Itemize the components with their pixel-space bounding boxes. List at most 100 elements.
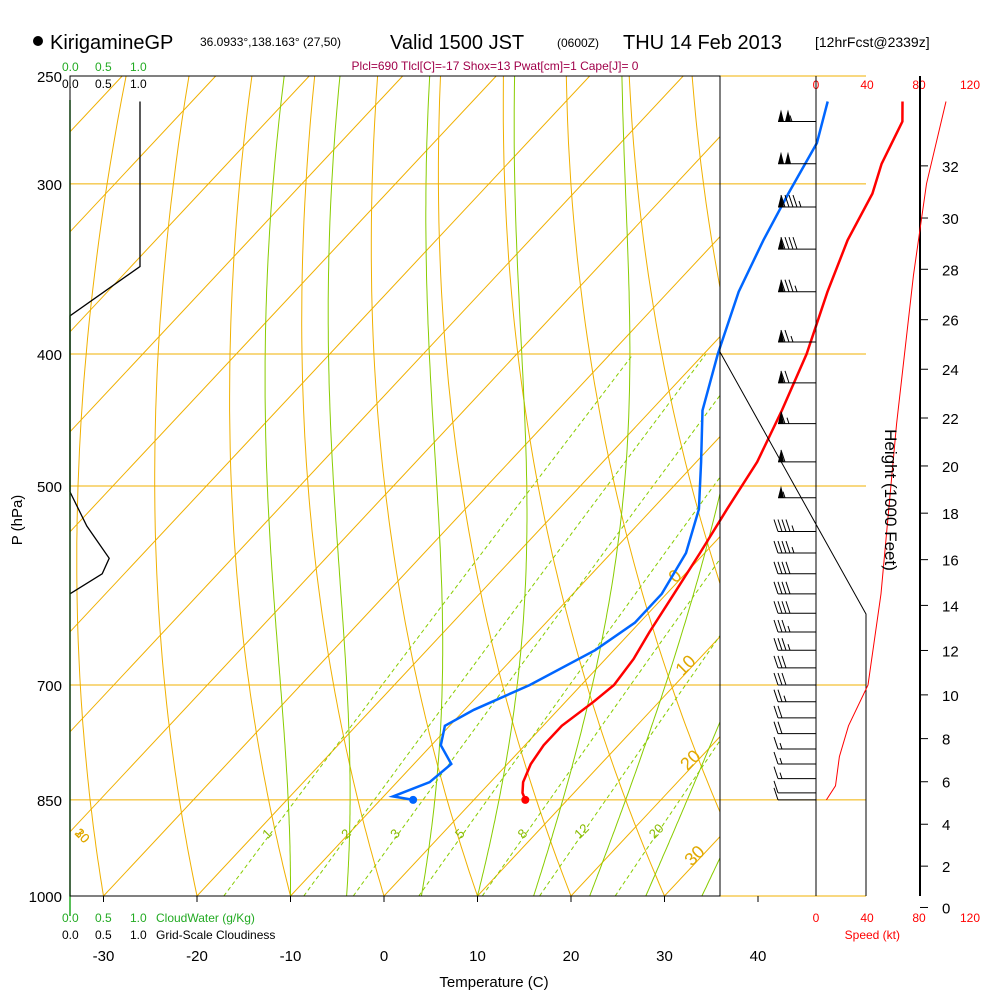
wind-barb-flag (785, 561, 791, 574)
wind-barb (773, 561, 816, 575)
wind-barb-flag (792, 236, 798, 250)
isotherm-line (70, 76, 217, 233)
wind-barb-flag (781, 519, 787, 532)
mixing-ratio-line (539, 634, 720, 896)
cloudwater-tick: 0.0 (62, 911, 79, 925)
wind-barb-flag (777, 705, 783, 719)
isotherm-line (383, 535, 720, 896)
wind-barb-flag (781, 540, 787, 554)
dry-adiabat (565, 76, 720, 814)
wind-barb-flag (784, 370, 790, 384)
wind-barb (773, 787, 816, 801)
station-coords: 36.0933°,138.163° (27,50) (200, 35, 341, 49)
moist-adiabat (477, 76, 528, 896)
axes: 250 300 400 500 700 850 1000 -30 -20 -10 0 10 20 30 40 (29, 69, 767, 965)
wind-barb-flag (773, 780, 779, 794)
temperature-tick-label: -20 (186, 948, 208, 965)
valid-time-z: (0600Z) (557, 36, 599, 50)
wind-barb-flag (777, 601, 783, 614)
moist-adiabat (589, 491, 720, 896)
wind-barb-flag (784, 329, 790, 343)
wind-barb-flag (785, 519, 791, 532)
wind-barb (773, 619, 816, 633)
height-tick-label: 30 (942, 211, 959, 228)
wind-barb-flag (777, 638, 783, 651)
height-tick-label: 14 (942, 598, 959, 615)
wind-barb-flag (781, 638, 787, 651)
wind-barb-flag (773, 721, 779, 734)
valid-time: Valid 1500 JST (390, 32, 524, 54)
wind-barb-flag (780, 329, 786, 343)
wind-barb-flag (780, 236, 786, 250)
cloudiness-profile (69, 100, 141, 916)
wind-barb-flag (773, 619, 779, 633)
mixing-ratio-label: 8 (515, 826, 531, 842)
wind-barb-flag (773, 689, 779, 702)
wind-barb-flag (784, 194, 790, 208)
mixing-ratio-line (418, 476, 720, 896)
sounding-profiles (388, 101, 904, 804)
mixing-ratio-label: 2 (338, 826, 354, 842)
wind-barb (778, 370, 816, 384)
wind-barb (773, 780, 816, 794)
wind-barb-pennant (778, 279, 784, 292)
wind-barb-flag (788, 236, 794, 250)
wind-barb (773, 689, 816, 703)
moist-adiabat (645, 720, 720, 896)
wind-barb-flag (781, 672, 787, 686)
forecast-info: [12hrFcst@2339z] (815, 34, 930, 50)
valid-date: THU 14 Feb 2013 (623, 32, 782, 54)
pressure-tick-label: 300 (37, 177, 62, 194)
dry-adiabat (76, 76, 127, 896)
plot-frame (69, 75, 721, 897)
isotherm-line (477, 635, 720, 896)
mixing-ratio-label: 3 (387, 826, 403, 842)
station-marker-icon (33, 36, 43, 46)
height-tick-label: 18 (942, 506, 959, 523)
wind-barb (778, 194, 816, 208)
height-tick-label: 16 (942, 553, 959, 570)
isobar-lines (70, 75, 866, 897)
wind-barb-halfflag (779, 742, 783, 750)
wind-barb-halfflag (791, 525, 795, 532)
moist-adiabat (264, 76, 291, 896)
cloudwater-tick: 0.0 (62, 60, 79, 74)
wind-barb-flag (777, 540, 783, 554)
cloudiness-tick: 1.0 (130, 928, 147, 942)
height-tick-label: 8 (942, 732, 950, 749)
temperature-tick-label: -30 (93, 948, 115, 965)
wind-barb-flag (773, 705, 779, 719)
wind-barb-flag (781, 581, 787, 595)
wind-barb-flag (784, 236, 790, 250)
wind-barb-flag (777, 721, 783, 734)
wind-barb (778, 279, 816, 293)
station-name: KirigamineGP (50, 32, 173, 54)
wind-barb-halfflag (787, 644, 791, 651)
isotherm-line (70, 76, 310, 333)
wind-barb-flag (781, 655, 787, 669)
height-tick-label: 20 (942, 459, 959, 476)
wind-barb (773, 519, 816, 533)
dry-adiabat (229, 76, 291, 896)
wind-barb-pennant (778, 151, 784, 164)
speed-tick-bottom: 80 (912, 911, 926, 925)
wind-barb-flag (781, 561, 787, 574)
pressure-tick-label: 700 (37, 678, 62, 695)
y-axis-title: P (hPa) (9, 495, 26, 546)
wind-barb (778, 485, 816, 499)
wind-barb-flag (777, 619, 783, 633)
height-tick-label: 26 (942, 313, 959, 330)
wind-barb-flag (780, 411, 786, 424)
wind-barb (778, 109, 816, 123)
cloudiness-line (69, 101, 141, 595)
wind-barb-halfflag (779, 757, 783, 765)
cloudwater-legend-top: 0.0 0.5 1.0 0.0 0.5 1.0 (62, 60, 147, 91)
wind-barb (773, 766, 816, 780)
wind-barb-flag (773, 736, 779, 750)
isotherm-label: 10 (671, 651, 699, 679)
pressure-tick-label: 850 (37, 793, 62, 810)
wind-barb-flag (780, 194, 786, 208)
cloudwater-tick: 1.0 (130, 60, 147, 74)
wind-barb-halfflag (783, 695, 787, 702)
